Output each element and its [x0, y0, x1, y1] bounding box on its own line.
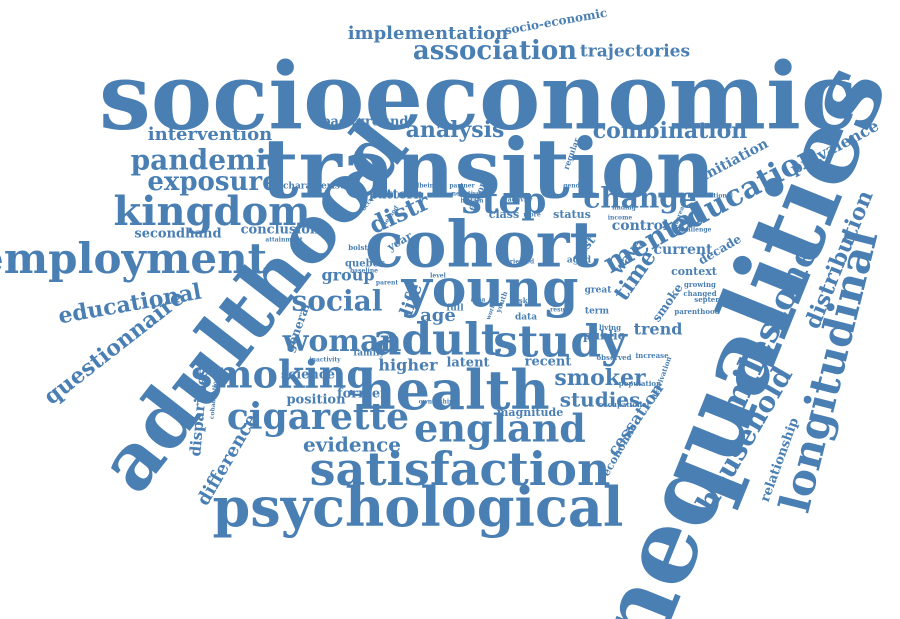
cloud-word-smoking: smoking — [191, 352, 373, 397]
cloud-word-changed: changed — [683, 289, 716, 298]
cloud-word-inactivity: inactivity — [309, 357, 341, 364]
cloud-word-woman: woman — [282, 324, 402, 359]
cloud-word-conclusion: conclusion — [241, 223, 320, 238]
cloud-word-young: young — [401, 259, 579, 320]
cloud-word-risk: risk — [512, 296, 527, 305]
cloud-word-occupational: occupational — [599, 400, 650, 409]
cloud-word-september: september — [694, 295, 736, 304]
cloud-word-smoke: smoke — [649, 281, 686, 325]
cloud-word-recent: recent — [525, 355, 572, 370]
cloud-word-oriented: oriented — [506, 259, 535, 266]
cloud-word-ownership: ownership — [419, 399, 454, 406]
cloud-word-characteristic: characteristic — [283, 182, 354, 192]
cloud-word-trend: trend — [634, 320, 683, 339]
cloud-word-studies: studies — [560, 388, 641, 412]
cloud-word-bolster: bolster — [348, 243, 376, 252]
cloud-word-social: social — [292, 285, 383, 318]
cloud-word-quebec: quebec — [345, 259, 385, 270]
cloud-word-science: science — [281, 368, 335, 383]
cloud-word-status: status — [553, 208, 591, 221]
cloud-word-activity: activity — [508, 197, 533, 204]
cloud-word-association: association — [413, 36, 577, 66]
cloud-word-study: study — [493, 317, 628, 368]
cloud-word-full: full — [446, 304, 464, 314]
cloud-word-employment: employment — [0, 234, 268, 283]
cloud-word-level: level — [430, 273, 446, 280]
cloud-word-age: age — [420, 305, 456, 326]
cloud-word-kingdom: kingdom — [114, 188, 311, 235]
cloud-word-exposure: exposure — [147, 167, 278, 197]
cloud-word-adult: adult — [373, 315, 502, 366]
cloud-word-parenthood: parenthood — [674, 307, 719, 316]
cloud-word-britain: britain — [461, 198, 485, 205]
cloud-word-increase: increase — [635, 351, 669, 360]
cloud-word-family: family — [353, 349, 385, 359]
cloud-word-change: change — [583, 182, 696, 215]
cloud-word-parent: parent — [376, 280, 398, 287]
cloud-word-transition: transition — [261, 121, 715, 217]
cloud-word-aged: aged — [567, 256, 592, 266]
cloud-word-group: group — [321, 266, 374, 285]
cloud-word-growing: growing — [684, 280, 716, 289]
cloud-word-partner: partner — [449, 183, 475, 190]
cloud-word-control: control — [612, 218, 669, 234]
cloud-word-socio-economic: socio-economic — [504, 6, 609, 38]
cloud-word-pandemic: pandemic — [131, 144, 284, 177]
cloud-word-great: great — [585, 286, 613, 296]
cloud-word-class: class — [489, 208, 519, 221]
cloud-word-analysis: analysis — [406, 117, 505, 143]
cloud-word-background: background — [321, 115, 408, 130]
cloud-word-smoker: smoker — [554, 365, 646, 391]
cloud-word-term: term — [585, 307, 610, 317]
cloud-word-former: former — [337, 387, 387, 402]
cloud-word-health: health — [356, 358, 549, 422]
cloud-word-combination: combination — [593, 118, 748, 144]
cloud-word-england: england — [414, 406, 586, 451]
cloud-word-more: more — [523, 212, 541, 219]
cloud-word-context: context — [671, 265, 718, 278]
cloud-word-current: current — [653, 242, 713, 258]
cloud-word-negative: negative — [452, 191, 481, 198]
cloud-word-latent: latent — [446, 356, 489, 371]
cloud-word-cohort: cohort — [365, 208, 600, 283]
cloud-word-traditional: traditional — [697, 193, 734, 200]
cloud-word-cigarette: cigarette — [227, 396, 409, 438]
cloud-word-result: result — [550, 307, 570, 314]
cloud-word-secondhand: secondhand — [134, 227, 221, 242]
cloud-word-attainment: attainment — [265, 237, 302, 244]
cloud-word-income: income — [608, 215, 633, 222]
cloud-word-implementation: implementation — [348, 23, 509, 44]
cloud-word-socioeconomic: socioeconomic — [99, 43, 857, 151]
cloud-word-magnitude: magnitude — [497, 406, 563, 419]
cloud-word-finding: finding — [612, 205, 637, 212]
cloud-word-wellbeing: wellbeing — [405, 183, 439, 190]
cloud-word-psychological: psychological — [213, 475, 624, 539]
cloud-word-public: public — [583, 329, 625, 343]
cloud-word-gender: gender — [563, 183, 587, 190]
cloud-word-higher: higher — [378, 356, 438, 375]
cloud-word-baseline: baseline — [350, 268, 378, 275]
cloud-word-area: area — [471, 297, 486, 304]
cloud-word-trajectories: trajectories — [580, 42, 690, 62]
cloud-word-cohabitation: cohabitation — [209, 376, 220, 420]
cloud-word-living: living — [599, 323, 621, 332]
cloud-word-pattern: pattern — [369, 188, 424, 203]
cloud-word-position: position — [286, 393, 346, 408]
cloud-word-intervention: intervention — [148, 124, 272, 145]
cloud-word-step: step — [462, 180, 547, 222]
cloud-word-population: population — [619, 379, 661, 388]
cloud-word-data: data — [515, 313, 537, 323]
cloud-word-satisfaction: satisfaction — [310, 442, 611, 496]
cloud-word-challenge: challenge — [679, 227, 712, 234]
cloud-word-observed: observed — [596, 353, 631, 362]
cloud-word-evidence: evidence — [303, 433, 401, 457]
